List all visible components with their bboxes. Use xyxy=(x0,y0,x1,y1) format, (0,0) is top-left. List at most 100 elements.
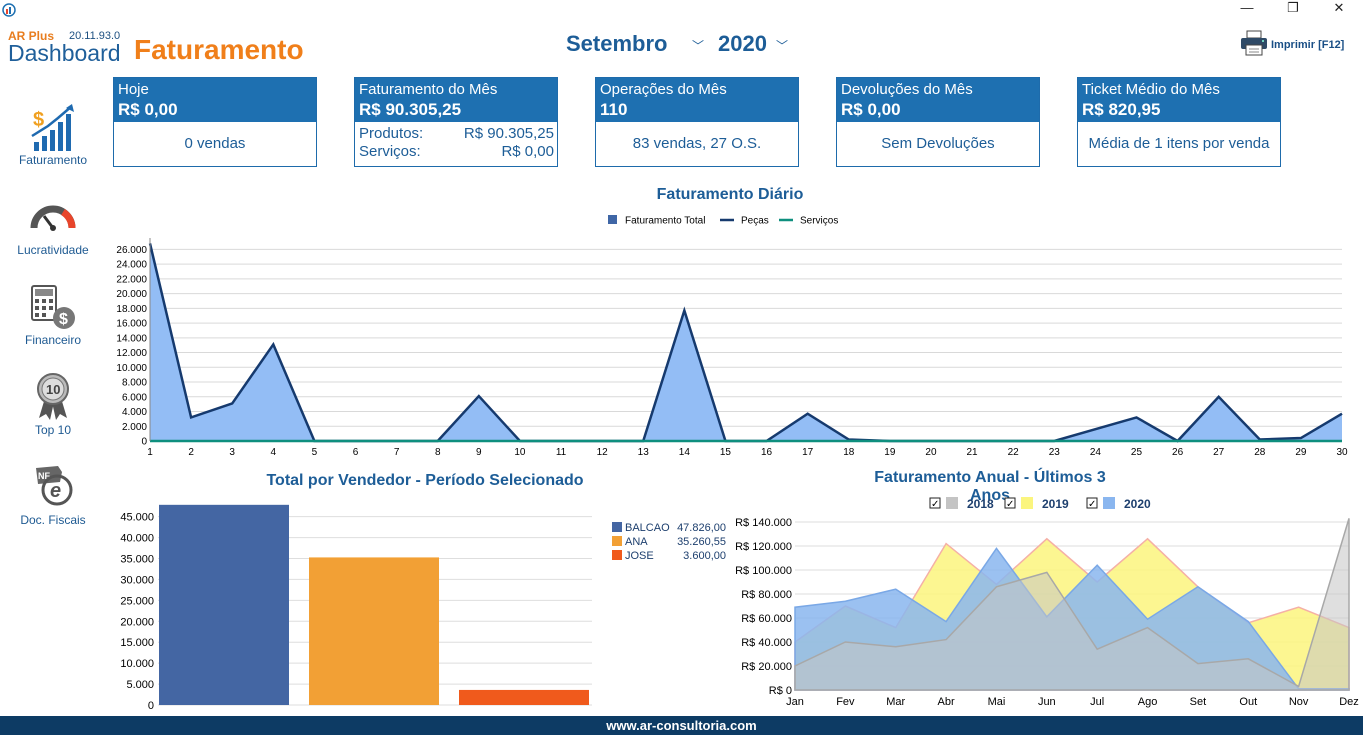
x-tick-label: 23 xyxy=(1049,447,1061,458)
annual-chart-title: Faturamento Anual - Últimos 3 Anos xyxy=(874,469,1106,504)
bar-ana xyxy=(309,557,439,705)
restore-button[interactable]: ❐ xyxy=(1287,0,1299,15)
y-tick-label: 12.000 xyxy=(116,348,147,359)
month-selector[interactable]: Setembro xyxy=(566,31,668,56)
revenue-chart-icon: $ xyxy=(31,104,74,151)
minimize-button[interactable]: — xyxy=(1240,0,1254,15)
year-selector[interactable]: 2020 xyxy=(718,31,767,56)
x-tick-label: Jun xyxy=(1038,696,1056,708)
x-tick-label: 29 xyxy=(1295,447,1307,458)
sidebar-item-top10[interactable]: 10 Top 10 xyxy=(0,370,106,460)
check-icon: ✓ xyxy=(1006,499,1014,510)
svg-text:$: $ xyxy=(33,109,44,131)
card-value: R$ 0,00 xyxy=(118,100,178,119)
annual-area-chart: ✓ 2018 ✓ 2019 ✓ 2020 R$ 0 R$ 20.000 R$ 40.000 R$ … xyxy=(735,497,1359,708)
legend-checkbox-2020[interactable] xyxy=(1086,497,1098,509)
y-tick-label: 45.000 xyxy=(120,512,154,524)
footer-website[interactable]: www.ar-consultoria.com xyxy=(0,716,1363,735)
x-tick-label: Jul xyxy=(1090,696,1104,708)
app-version: 20.11.93.0 xyxy=(69,30,121,42)
seller-chart-title: Total por Vendedor - Período Selecionado xyxy=(266,472,584,489)
svg-text:e: e xyxy=(50,480,61,502)
daily-revenue-chart: Faturamento Total Peças Serviços 0 2.000 4.00… xyxy=(116,215,1348,458)
kpi-card-devolucoes: Devoluções do Mês R$ 0,00 Sem Devoluções xyxy=(836,77,1040,167)
legend-swatch xyxy=(612,536,622,546)
seller-bar-chart: 0 5.000 10.000 15.000 20.000 25.000 30.000 35.0… xyxy=(120,504,726,712)
brand-product-name: AR Plus xyxy=(8,29,55,43)
sidebar: $ Faturamento Lucratividade xyxy=(0,76,106,716)
y-tick-label: 0 xyxy=(141,437,147,448)
svg-text:10: 10 xyxy=(46,382,60,397)
x-tick-label: 11 xyxy=(556,447,567,458)
y-tick-label: R$ 0 xyxy=(769,685,792,697)
y-tick-label: 26.000 xyxy=(116,245,147,256)
series-area-2018 xyxy=(794,518,1350,691)
y-tick-label: R$ 80.000 xyxy=(741,589,792,601)
svg-text:NF: NF xyxy=(38,471,50,481)
y-tick-label: R$ 60.000 xyxy=(741,613,792,625)
legend-swatch xyxy=(612,522,622,532)
sidebar-item-label: Top 10 xyxy=(34,423,72,437)
legend-value: 47.826,00 xyxy=(677,522,726,534)
x-tick-label: 4 xyxy=(271,447,277,458)
y-tick-label: 10.000 xyxy=(116,363,147,374)
y-tick-label: 15.000 xyxy=(120,637,154,649)
legend-swatch xyxy=(946,497,958,509)
x-tick-label: Ago xyxy=(1138,696,1158,708)
legend-entry: Peças xyxy=(741,216,769,227)
x-tick-label: Mar xyxy=(886,696,905,708)
x-tick-label: Nov xyxy=(1289,696,1309,708)
sidebar-item-doc-fiscais[interactable]: NF e Doc. Fiscais xyxy=(0,460,106,550)
legend-value: 35.260,55 xyxy=(677,536,726,548)
bar-jose xyxy=(459,689,589,705)
x-tick-label: 28 xyxy=(1254,447,1266,458)
x-tick-label: 5 xyxy=(312,447,318,458)
sidebar-item-label: Faturamento xyxy=(18,153,88,167)
card-title: Faturamento do Mês xyxy=(359,81,498,98)
x-tick-label: 18 xyxy=(843,447,855,458)
close-button[interactable]: ✕ xyxy=(1333,0,1345,15)
legend-swatch xyxy=(1021,497,1033,509)
x-tick-label: 7 xyxy=(394,447,400,458)
nfe-document-icon: NF e xyxy=(36,466,73,506)
x-tick-label: Dez xyxy=(1339,696,1359,708)
y-tick-label: R$ 40.000 xyxy=(741,637,792,649)
produtos-value: R$ 90.305,25 xyxy=(463,125,554,142)
card-detail: Média de 1 itens por venda xyxy=(1088,135,1270,152)
bar-balcao xyxy=(159,504,289,705)
chevron-down-icon[interactable]: ﹀ xyxy=(692,39,705,53)
x-tick-label: 16 xyxy=(761,447,773,458)
kpi-card-operacoes: Operações do Mês 110 83 vendas, 27 O.S. xyxy=(595,77,799,167)
daily-chart-legend: Faturamento Total Peças Serviços xyxy=(608,215,838,227)
legend-entry: ANA xyxy=(625,536,648,548)
chevron-down-icon[interactable]: ﹀ xyxy=(776,39,789,53)
x-tick-label: 3 xyxy=(229,447,235,458)
page-title: Faturamento xyxy=(134,34,304,65)
x-tick-label: 2 xyxy=(188,447,194,458)
card-title: Operações do Mês xyxy=(600,81,727,98)
card-value: R$ 90.305,25 xyxy=(359,100,462,119)
x-tick-label: Fev xyxy=(836,696,855,708)
sidebar-item-faturamento[interactable]: $ Faturamento xyxy=(0,100,106,190)
sidebar-item-financeiro[interactable]: $ Financeiro xyxy=(0,280,106,370)
legend-checkbox-2018[interactable] xyxy=(929,497,941,509)
sidebar-item-lucratividade[interactable]: Lucratividade xyxy=(0,190,106,280)
print-button[interactable]: Imprimir [F12] xyxy=(1240,30,1352,58)
y-tick-label: 6.000 xyxy=(122,392,147,403)
svg-text:$: $ xyxy=(59,311,68,328)
x-tick-label: Abr xyxy=(938,696,955,708)
card-title: Devoluções do Mês xyxy=(841,81,973,98)
legend-value: 3.600,00 xyxy=(683,550,726,562)
x-tick-label: 19 xyxy=(884,447,896,458)
sidebar-item-label: Doc. Fiscais xyxy=(20,513,86,527)
servicos-value: R$ 0,00 xyxy=(501,143,554,160)
y-tick-label: 40.000 xyxy=(120,533,154,545)
card-detail: 83 vendas, 27 O.S. xyxy=(632,135,762,152)
x-tick-label: 15 xyxy=(720,447,732,458)
legend-swatch xyxy=(608,215,617,224)
legend-checkbox-2019[interactable] xyxy=(1004,497,1016,509)
produtos-label: Produtos: xyxy=(359,125,424,142)
x-tick-label: 10 xyxy=(514,447,526,458)
legend-entry: 2019 xyxy=(1042,497,1069,511)
y-tick-label: 30.000 xyxy=(120,574,154,586)
